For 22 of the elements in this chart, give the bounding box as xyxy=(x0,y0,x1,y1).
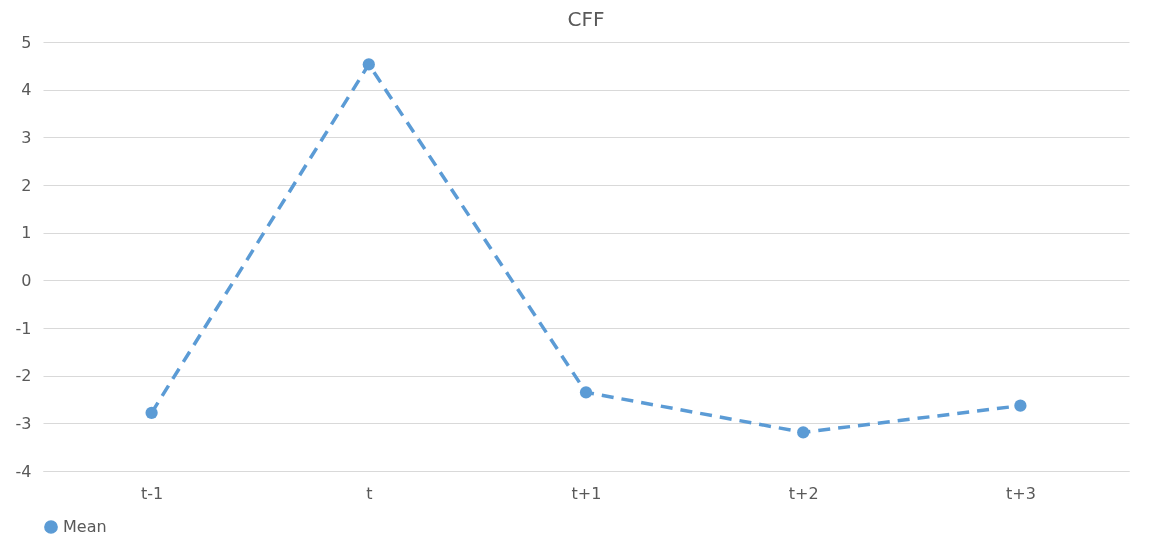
point xyxy=(1014,399,1027,412)
chart-title: CFF xyxy=(567,7,605,31)
point xyxy=(145,406,158,419)
y-tick-label: 0 xyxy=(21,270,32,290)
y-tick-label: -2 xyxy=(15,366,32,386)
point xyxy=(797,426,810,439)
y-tick-label: 2 xyxy=(21,175,32,195)
y-tick-label: 3 xyxy=(21,127,32,147)
y-tick-label: 4 xyxy=(21,80,32,100)
point xyxy=(362,58,375,71)
x-tick-label: t-1 xyxy=(140,483,164,503)
x-tick-label: t+2 xyxy=(788,483,819,503)
point xyxy=(579,386,593,399)
y-tick-label: 1 xyxy=(21,223,32,243)
x-tick-label: t xyxy=(366,483,373,503)
y-tick-label: 5 xyxy=(21,32,32,52)
y-tick-label: -1 xyxy=(15,318,32,338)
y-tick-label: -4 xyxy=(15,461,32,481)
legend-label: Mean xyxy=(63,517,107,536)
x-tick-label: t+3 xyxy=(1005,483,1036,503)
y-tick-label: -3 xyxy=(15,413,32,433)
x-tick-label: t+1 xyxy=(571,483,602,503)
